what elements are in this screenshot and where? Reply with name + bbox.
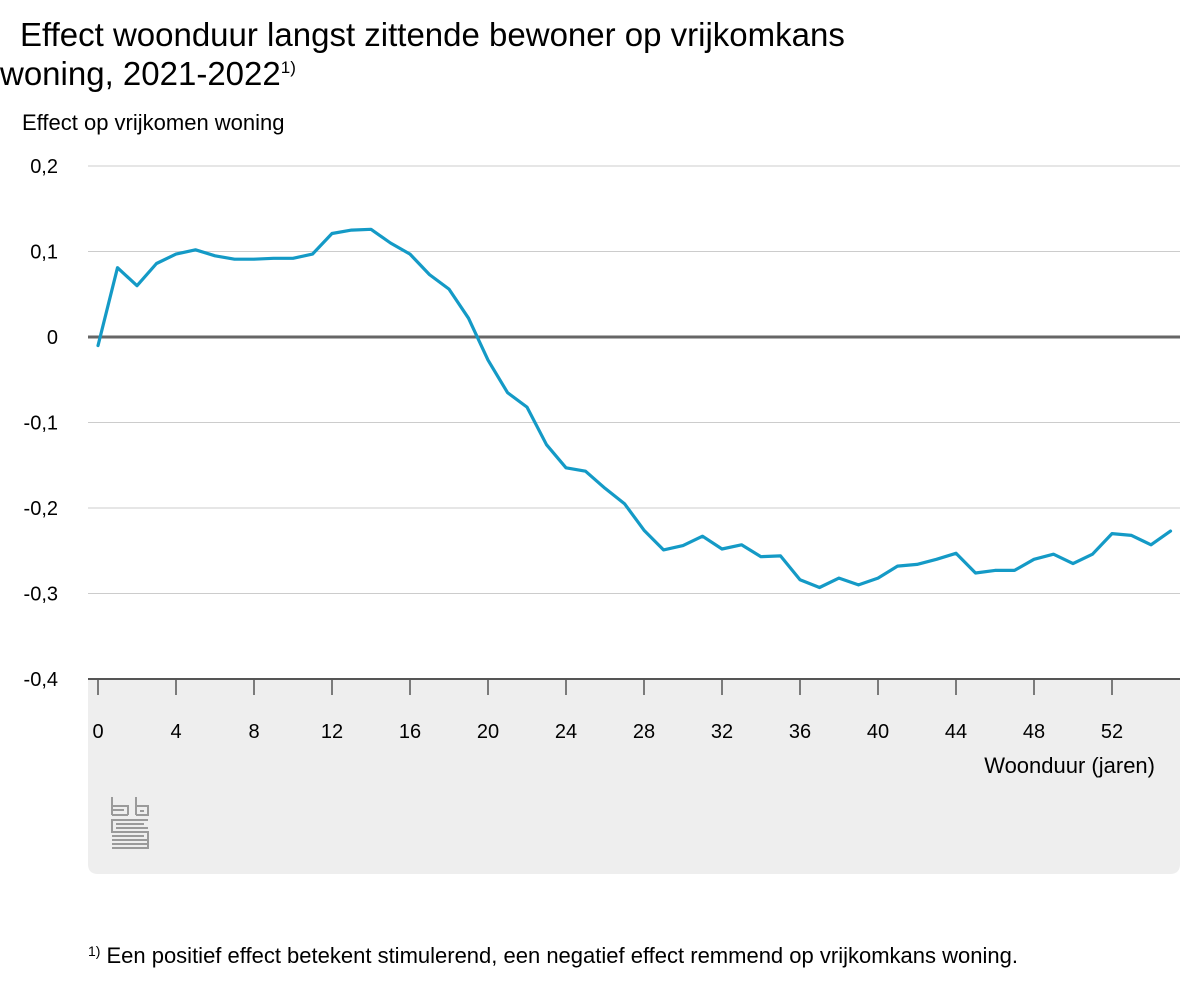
x-tick-label: 8 bbox=[248, 721, 259, 743]
x-tick-label: 52 bbox=[1101, 721, 1123, 743]
x-axis-panel bbox=[88, 679, 1180, 874]
y-tick-labels: 0,2 0,1 0 -0,1 -0,2 -0,3 -0,4 bbox=[24, 156, 58, 691]
chart-title-line2-text: woning, 2021-2022 bbox=[0, 55, 281, 92]
series-line bbox=[96, 227, 1173, 590]
y-tick-label: 0,2 bbox=[30, 156, 58, 178]
chart-title-line2: woning, 2021-20221) bbox=[0, 55, 296, 92]
y-tick-label: 0,1 bbox=[30, 242, 58, 264]
x-tick-label: 44 bbox=[945, 721, 967, 743]
chart-title-line1: Effect woonduur langst zittende bewoner … bbox=[20, 16, 845, 53]
footnote: 1) Een positief effect betekent stimulere… bbox=[88, 943, 1018, 968]
x-tick-label: 20 bbox=[477, 721, 499, 743]
y-axis-label: Effect op vrijkomen woning bbox=[22, 110, 285, 135]
grid-lines bbox=[88, 165, 1180, 680]
footnote-text: Een positief effect betekent stimulerend… bbox=[106, 943, 1018, 968]
x-tick-label: 48 bbox=[1023, 721, 1045, 743]
title-footnote-marker: 1) bbox=[281, 58, 296, 77]
y-tick-label: -0,3 bbox=[24, 584, 58, 606]
footnote-marker: 1) bbox=[88, 943, 100, 959]
x-tick-label: 36 bbox=[789, 721, 811, 743]
series-layer bbox=[96, 227, 1173, 590]
x-axis-label: Woonduur (jaren) bbox=[984, 753, 1155, 778]
y-tick-label: -0,1 bbox=[24, 413, 58, 435]
x-tick-label: 16 bbox=[399, 721, 421, 743]
y-tick-label: -0,2 bbox=[24, 498, 58, 520]
x-tick-label: 40 bbox=[867, 721, 889, 743]
x-ticks bbox=[97, 679, 1113, 695]
x-tick-labels: 0 4 8 12 16 20 24 28 32 36 40 44 48 52 bbox=[92, 721, 1123, 743]
y-tick-label: 0 bbox=[47, 327, 58, 349]
x-tick-label: 24 bbox=[555, 721, 577, 743]
x-tick-label: 32 bbox=[711, 721, 733, 743]
cbs-logo-icon bbox=[111, 797, 149, 849]
y-tick-label: -0,4 bbox=[24, 669, 58, 691]
x-tick-label: 0 bbox=[92, 721, 103, 743]
x-tick-label: 4 bbox=[170, 721, 181, 743]
x-tick-label: 12 bbox=[321, 721, 343, 743]
x-tick-label: 28 bbox=[633, 721, 655, 743]
